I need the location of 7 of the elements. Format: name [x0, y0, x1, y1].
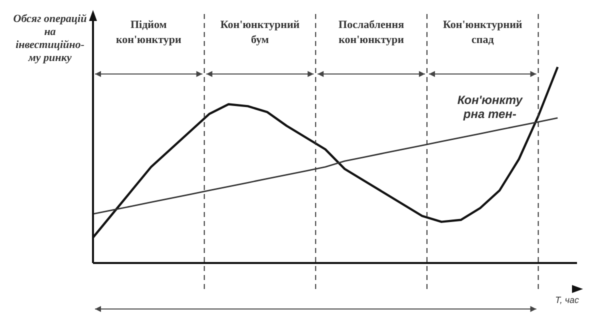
text: Кон'юнктурний спад [442, 19, 523, 46]
text: Підйом кон'юнктури [116, 19, 182, 46]
x-axis-title: T, час [555, 295, 580, 305]
text: Послаблення кон'юнктури [338, 19, 405, 46]
annotation: Кон'юнктурна тен- [457, 93, 524, 121]
text: Кон'юнктурний бум [220, 19, 300, 46]
y-axis-title: Обсяг операцій на інвестиційно-му ринку [13, 13, 87, 64]
